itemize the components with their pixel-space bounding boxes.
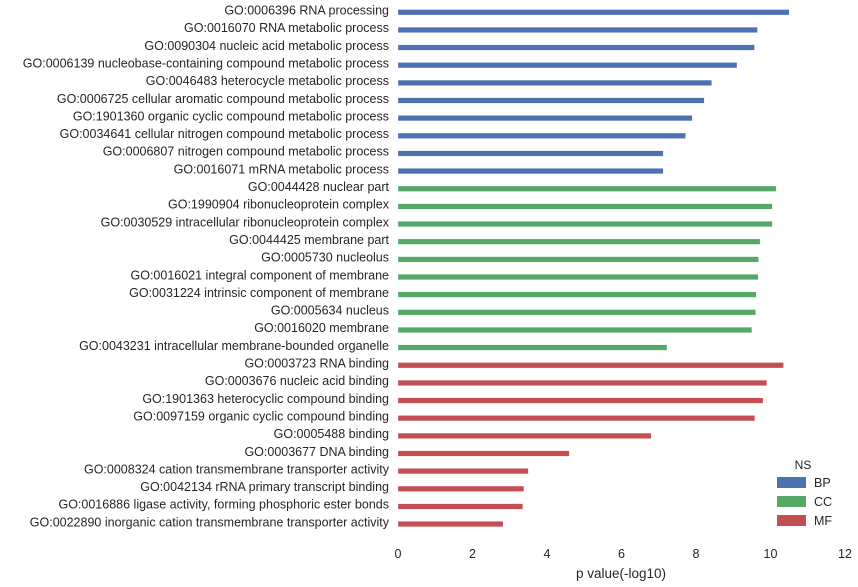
bar-mf-6 [397,468,529,475]
bar-mf-8 [397,503,523,510]
category-label: GO:0016020 membrane [254,321,389,335]
bar-cc-7 [397,309,756,316]
bar-cc-0 [397,185,777,192]
category-label: GO:0097159 organic cyclic compound bindi… [133,409,389,423]
bar-cc-6 [397,291,757,298]
category-label: GO:0043231 intracellular membrane-bounde… [79,339,389,353]
bar-mf-3 [397,415,756,422]
legend-label-cc: CC [814,495,832,509]
bar-bp-6 [397,115,693,122]
category-label: GO:0031224 intrinsic component of membra… [129,286,389,300]
x-tick-label: 4 [544,547,551,561]
category-label: GO:0003676 nucleic acid binding [205,374,389,388]
category-label: GO:0016071 mRNA metabolic process [174,162,389,176]
category-label: GO:0022890 inorganic cation transmembran… [30,515,390,529]
legend-title: NS [795,458,812,472]
category-label: GO:0006139 nucleobase-containing compoun… [23,56,389,70]
bar-cc-2 [397,221,773,227]
x-axis: p value(-log10) 0 2 4 6 8 10 12 [395,547,852,581]
legend-swatch-cc [777,496,806,507]
bar-cc-4 [397,256,759,263]
category-label: GO:0034641 cellular nitrogen compound me… [60,127,389,141]
category-label: GO:0016886 ligase activity, forming phos… [58,498,389,512]
bar-mf-4 [397,432,652,439]
bar-cc-8 [397,327,753,333]
category-label: GO:0003677 DNA binding [244,445,389,459]
x-tick-label: 0 [395,547,402,561]
legend-swatch-mf [777,515,806,526]
x-tick-label: 2 [469,547,476,561]
bar-bp-9 [397,168,664,175]
bar-mf-0 [397,362,784,369]
category-label: GO:0044425 membrane part [229,233,389,247]
x-tick-label: 8 [693,547,700,561]
category-label: GO:0044428 nuclear part [248,180,390,194]
legend-swatch-bp [777,477,806,488]
bar-mf-2 [397,397,764,404]
bar-bp-0 [397,9,790,16]
bar-bp-1 [397,26,758,33]
x-axis-label: p value(-log10) [576,566,666,581]
bar-cc-5 [397,274,759,280]
category-label: GO:0016021 integral component of membran… [131,268,390,282]
category-label: GO:1901360 organic cyclic compound metab… [73,109,389,123]
category-label: GO:0016070 RNA metabolic process [184,21,389,35]
bar-cc-1 [397,203,773,210]
bar-bp-5 [397,97,705,104]
category-label: GO:0005730 nucleolus [261,251,389,265]
legend: NS BP CC MF [777,458,832,528]
category-label: GO:0008324 cation transmembrane transpor… [84,462,390,476]
bar-mf-7 [397,485,525,492]
bar-bp-2 [397,44,755,51]
category-label: GO:1990904 ribonucleoprotein complex [168,198,390,212]
category-label: GO:0005488 binding [274,427,389,441]
category-label: GO:0030529 intracellular ribonucleoprote… [101,215,390,229]
category-label: GO:0006807 nitrogen compound metabolic p… [103,145,389,159]
category-label: GO:0090304 nucleic acid metabolic proces… [144,39,389,53]
bar-bp-3 [397,62,738,69]
category-label: GO:0005634 nucleus [271,304,389,318]
x-tick-label: 10 [764,547,778,561]
category-label: GO:1901363 heterocyclic compound binding [142,392,389,406]
bar-mf-1 [397,379,767,386]
bar-bp-8 [397,150,664,157]
category-label: GO:0042134 rRNA primary transcript bindi… [140,480,389,494]
category-label: GO:0046483 heterocycle metabolic process [146,74,389,88]
category-label: GO:0003723 RNA binding [244,357,389,371]
legend-label-mf: MF [814,514,832,528]
legend-label-bp: BP [814,476,831,490]
bar-bp-4 [397,79,712,86]
bars-layer [397,9,790,527]
bar-cc-3 [397,238,761,245]
bar-cc-9 [397,344,668,351]
category-label: GO:0006396 RNA processing [224,4,389,18]
bar-mf-5 [397,450,570,457]
x-tick-label: 6 [618,547,625,561]
category-label: GO:0006725 cellular aromatic compound me… [57,92,389,106]
bar-mf-9 [397,521,504,527]
bar-bp-7 [397,132,686,139]
category-labels: GO:0006396 RNA processing GO:0016070 RNA … [23,4,390,530]
x-tick-label: 12 [838,547,852,561]
